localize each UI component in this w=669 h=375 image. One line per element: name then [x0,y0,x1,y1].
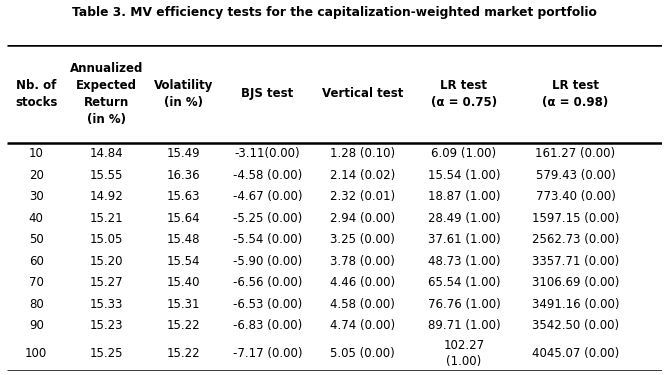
Text: 3357.71 (0.00): 3357.71 (0.00) [532,255,619,268]
Text: 4.74 (0.00): 4.74 (0.00) [330,320,395,332]
Text: 15.22: 15.22 [167,320,201,332]
Text: 2.14 (0.02): 2.14 (0.02) [330,169,395,182]
Text: 28.49 (1.00): 28.49 (1.00) [427,212,500,225]
Text: 3491.16 (0.00): 3491.16 (0.00) [532,298,619,311]
Text: 15.31: 15.31 [167,298,201,311]
Text: 48.73 (1.00): 48.73 (1.00) [427,255,500,268]
Text: 102.27
(1.00): 102.27 (1.00) [444,339,484,369]
Text: 15.64: 15.64 [167,212,201,225]
Text: Volatility
(in %): Volatility (in %) [154,79,213,109]
Text: 15.40: 15.40 [167,276,201,290]
Text: 100: 100 [25,348,47,360]
Text: Annualized
Expected
Return
(in %): Annualized Expected Return (in %) [70,62,143,126]
Text: 4045.07 (0.00): 4045.07 (0.00) [532,348,619,360]
Text: 90: 90 [29,320,43,332]
Text: 2.94 (0.00): 2.94 (0.00) [330,212,395,225]
Text: -5.54 (0.00): -5.54 (0.00) [233,233,302,246]
Text: 14.92: 14.92 [90,190,124,203]
Text: 60: 60 [29,255,43,268]
Text: 161.27 (0.00): 161.27 (0.00) [535,147,615,160]
Text: 1597.15 (0.00): 1597.15 (0.00) [532,212,619,225]
Text: BJS test: BJS test [241,87,294,100]
Text: 2562.73 (0.00): 2562.73 (0.00) [532,233,619,246]
Text: 3106.69 (0.00): 3106.69 (0.00) [532,276,619,290]
Text: 15.20: 15.20 [90,255,123,268]
Text: 89.71 (1.00): 89.71 (1.00) [427,320,500,332]
Text: 15.54: 15.54 [167,255,201,268]
Text: LR test
(α = 0.75): LR test (α = 0.75) [431,79,497,109]
Text: 15.33: 15.33 [90,298,123,311]
Text: 4.58 (0.00): 4.58 (0.00) [330,298,395,311]
Text: 1.28 (0.10): 1.28 (0.10) [330,147,395,160]
Text: 15.55: 15.55 [90,169,123,182]
Text: -7.17 (0.00): -7.17 (0.00) [233,348,302,360]
Text: 4.46 (0.00): 4.46 (0.00) [330,276,395,290]
Text: 50: 50 [29,233,43,246]
Text: -3.11(0.00): -3.11(0.00) [235,147,300,160]
Text: 15.22: 15.22 [167,348,201,360]
Text: 15.27: 15.27 [90,276,124,290]
Text: 15.21: 15.21 [90,212,124,225]
Text: 15.25: 15.25 [90,348,123,360]
Text: Vertical test: Vertical test [322,87,403,100]
Text: -6.53 (0.00): -6.53 (0.00) [233,298,302,311]
Text: 6.09 (1.00): 6.09 (1.00) [432,147,496,160]
Text: 15.23: 15.23 [90,320,123,332]
Text: 3.78 (0.00): 3.78 (0.00) [330,255,395,268]
Text: 3.25 (0.00): 3.25 (0.00) [330,233,395,246]
Text: 65.54 (1.00): 65.54 (1.00) [427,276,500,290]
Text: 18.87 (1.00): 18.87 (1.00) [427,190,500,203]
Text: 15.05: 15.05 [90,233,123,246]
Text: -6.56 (0.00): -6.56 (0.00) [233,276,302,290]
Text: LR test
(α = 0.98): LR test (α = 0.98) [543,79,609,109]
Text: -5.90 (0.00): -5.90 (0.00) [233,255,302,268]
Text: 20: 20 [29,169,43,182]
Text: 5.05 (0.00): 5.05 (0.00) [330,348,395,360]
Text: -4.58 (0.00): -4.58 (0.00) [233,169,302,182]
Text: 15.54 (1.00): 15.54 (1.00) [427,169,500,182]
Text: 16.36: 16.36 [167,169,201,182]
Text: 76.76 (1.00): 76.76 (1.00) [427,298,500,311]
Text: 579.43 (0.00): 579.43 (0.00) [535,169,615,182]
Text: 37.61 (1.00): 37.61 (1.00) [427,233,500,246]
Text: 10: 10 [29,147,43,160]
Text: 40: 40 [29,212,43,225]
Text: 2.32 (0.01): 2.32 (0.01) [330,190,395,203]
Text: Table 3. MV efficiency tests for the capitalization-weighted market portfolio: Table 3. MV efficiency tests for the cap… [72,6,597,19]
Text: 15.48: 15.48 [167,233,201,246]
Text: -4.67 (0.00): -4.67 (0.00) [233,190,302,203]
Text: 80: 80 [29,298,43,311]
Text: Nb. of
stocks: Nb. of stocks [15,79,58,109]
Text: 14.84: 14.84 [90,147,124,160]
Text: 15.49: 15.49 [167,147,201,160]
Text: -5.25 (0.00): -5.25 (0.00) [233,212,302,225]
Text: 3542.50 (0.00): 3542.50 (0.00) [532,320,619,332]
Text: 15.63: 15.63 [167,190,201,203]
Text: 70: 70 [29,276,43,290]
Text: -6.83 (0.00): -6.83 (0.00) [233,320,302,332]
Text: 773.40 (0.00): 773.40 (0.00) [535,190,615,203]
Text: 30: 30 [29,190,43,203]
